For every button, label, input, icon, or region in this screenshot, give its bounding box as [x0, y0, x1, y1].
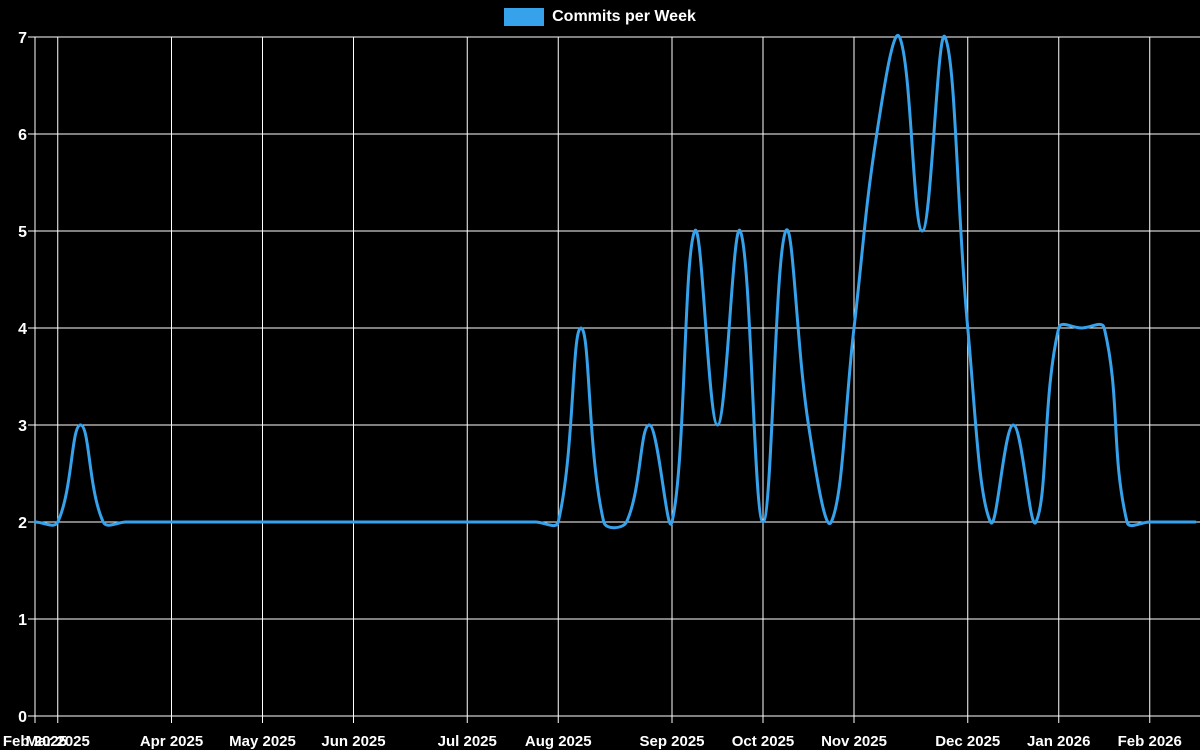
commits-line — [33, 33, 1197, 530]
x-axis-label: Jan 2026 — [1027, 733, 1090, 750]
y-axis-label: 0 — [18, 709, 27, 726]
y-axis-label: 1 — [18, 612, 27, 629]
y-axis-label: 3 — [18, 418, 27, 435]
x-axis-label: Aug 2025 — [525, 733, 592, 750]
y-axis-label: 5 — [18, 224, 27, 241]
x-axis-label: Oct 2025 — [732, 733, 795, 750]
x-axis-label: Feb 2025 — [3, 733, 67, 750]
x-axis-label: May 2025 — [229, 733, 296, 750]
legend-swatch — [504, 8, 545, 26]
x-axis-label: Mar 2025 — [26, 733, 90, 750]
x-axis-label: Sep 2025 — [639, 733, 704, 750]
y-axis-label: 2 — [18, 515, 27, 532]
x-axis-label: Dec 2025 — [935, 733, 1000, 750]
x-axis-label: Nov 2025 — [821, 733, 887, 750]
legend-label: Commits per Week — [552, 8, 696, 25]
chart-legend[interactable]: Commits per Week — [0, 8, 1200, 26]
y-axis-label: 6 — [18, 127, 27, 144]
y-axis-label: 4 — [18, 321, 27, 338]
x-axis-label: Jun 2025 — [321, 733, 385, 750]
x-axis-label: Apr 2025 — [140, 733, 203, 750]
y-axis-label: 7 — [18, 30, 27, 47]
x-axis-label: Jul 2025 — [438, 733, 497, 750]
x-axis-label: Feb 2026 — [1118, 733, 1182, 750]
